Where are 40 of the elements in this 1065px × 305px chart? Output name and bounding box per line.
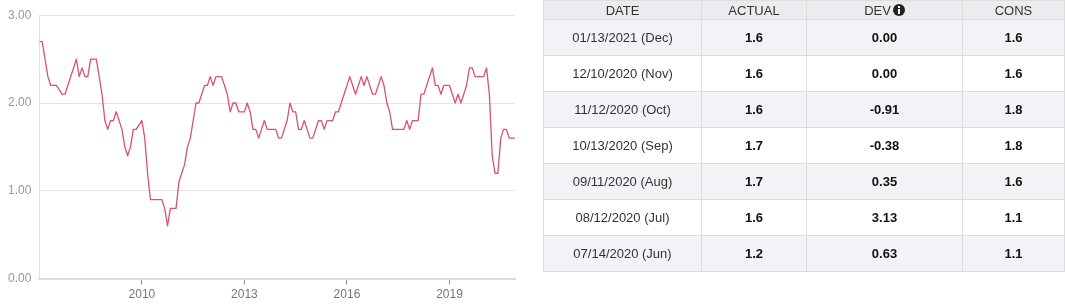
text: 1.2 bbox=[744, 246, 764, 261]
text: 1.1 bbox=[1004, 246, 1023, 261]
x-tick-label: 2019 bbox=[436, 287, 464, 302]
category-label: CONS bbox=[962, 0, 1065, 20]
y-tick-label: 2.00 bbox=[8, 95, 32, 110]
x-tick-label: 2013 bbox=[231, 287, 259, 302]
text: 1.6 bbox=[744, 30, 764, 45]
text: -0.38 bbox=[869, 138, 900, 153]
text: 1.6 bbox=[1004, 174, 1023, 189]
x-tick-label: 2010 bbox=[128, 287, 156, 302]
category-label: ACTUAL bbox=[701, 0, 807, 20]
text: -0.91 bbox=[869, 102, 900, 117]
text: 08/12/2020 (Jul) bbox=[575, 210, 670, 225]
text: 1.1 bbox=[1004, 210, 1023, 225]
text: 07/14/2020 (Jun) bbox=[573, 246, 672, 261]
category-label: DEV bbox=[806, 0, 963, 20]
text: 1.6 bbox=[744, 102, 764, 117]
y-tick-label: 1.00 bbox=[8, 183, 32, 198]
text: 0.00 bbox=[871, 30, 898, 45]
text: 10/13/2020 (Sep) bbox=[572, 138, 673, 153]
text: 0.63 bbox=[871, 246, 898, 261]
y-tick-label: 0.00 bbox=[8, 270, 32, 285]
text: 1.6 bbox=[1004, 30, 1023, 45]
text: 1.6 bbox=[744, 210, 764, 225]
text: 1.7 bbox=[744, 138, 764, 153]
text: 11/12/2020 (Oct) bbox=[574, 102, 671, 117]
text: 09/11/2020 (Aug) bbox=[572, 174, 673, 189]
text: 3.13 bbox=[871, 210, 898, 225]
text: 0.35 bbox=[871, 174, 898, 189]
text: 1.6 bbox=[1004, 66, 1023, 81]
text: 1.7 bbox=[744, 174, 764, 189]
text: 1.8 bbox=[1004, 138, 1023, 153]
text: 0.00 bbox=[871, 66, 898, 81]
text: 12/10/2020 (Nov) bbox=[572, 66, 673, 81]
x-tick-label: 2016 bbox=[333, 287, 361, 302]
category-label: DATE bbox=[543, 0, 702, 20]
y-tick-label: 3.00 bbox=[8, 7, 32, 22]
text: 1.8 bbox=[1004, 102, 1023, 117]
text: 1.6 bbox=[744, 66, 764, 81]
text: 01/13/2021 (Dec) bbox=[572, 30, 673, 45]
